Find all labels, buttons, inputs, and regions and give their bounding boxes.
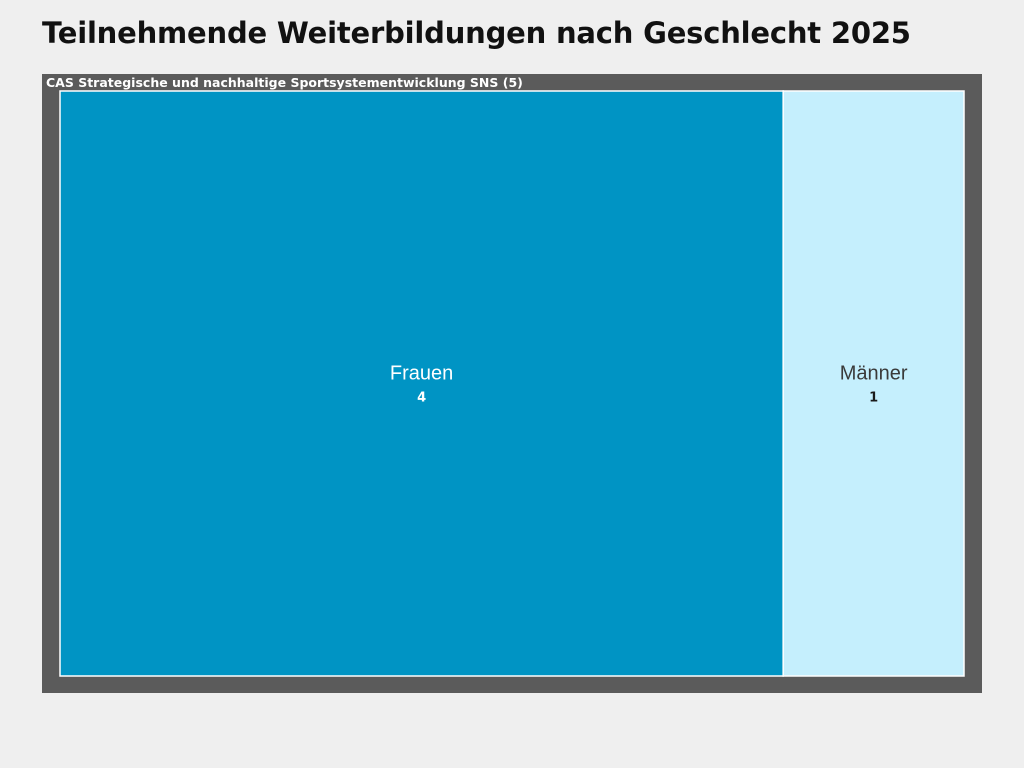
treemap-tile-frauen [59,90,784,677]
treemap-tile-value-frauen: 4 [417,391,426,406]
treemap-tiles: Frauen 4 Männer 1 [59,90,965,677]
treemap-group-label: CAS Strategische und nachhaltige Sportsy… [46,75,523,90]
treemap-tile-label-m-nner: Männer [840,363,908,385]
treemap-tile-value-m-nner: 1 [869,391,878,406]
treemap-tile-label-frauen: Frauen [390,363,453,385]
treemap-tile-m-nner [782,90,965,677]
page-title: Teilnehmende Weiterbildungen nach Geschl… [42,16,911,50]
